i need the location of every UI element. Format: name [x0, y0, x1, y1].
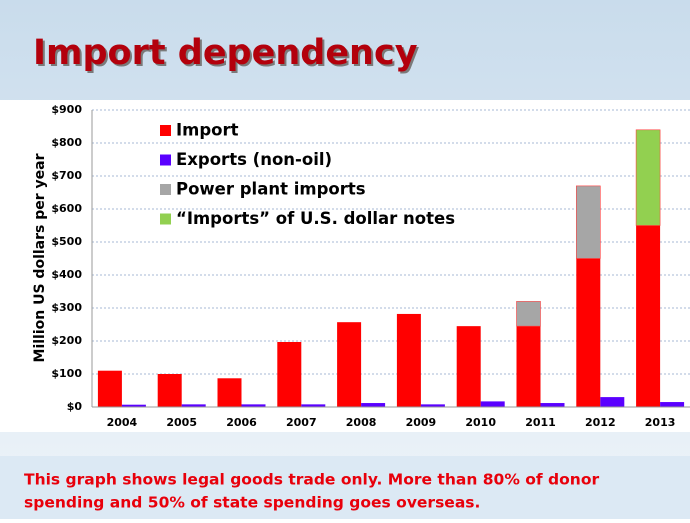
- note-area: [0, 456, 690, 519]
- bar: [516, 301, 541, 327]
- x-tick-label: 2009: [406, 416, 437, 429]
- x-tick-label: 2007: [286, 416, 317, 429]
- bar: [540, 403, 565, 407]
- x-tick-label: 2012: [585, 416, 616, 429]
- legend-label: “Imports” of U.S. dollar notes: [176, 209, 455, 228]
- x-tick-label: 2013: [645, 416, 676, 429]
- chart-title: Import dependency: [33, 33, 418, 73]
- y-tick-label: $700: [51, 169, 82, 182]
- bar: [337, 322, 362, 407]
- y-tick-label: $900: [51, 103, 82, 116]
- bar: [157, 374, 182, 407]
- note-line: spending and 50% of state spending goes …: [24, 494, 480, 512]
- y-tick-label: $0: [67, 400, 83, 413]
- bar: [396, 313, 421, 407]
- x-tick-label: 2006: [226, 416, 257, 429]
- title-shadow: Import dependency: [35, 35, 420, 75]
- y-tick-label: $400: [51, 268, 82, 281]
- bar: [301, 404, 326, 407]
- bar: [660, 402, 685, 407]
- bar: [600, 397, 625, 407]
- x-tick-label: 2011: [525, 416, 556, 429]
- x-tick-label: 2010: [465, 416, 496, 429]
- bar: [576, 258, 601, 407]
- legend-swatch: [160, 154, 171, 166]
- legend-label: Import: [176, 121, 239, 140]
- y-tick-label: $100: [51, 367, 82, 380]
- bar: [516, 326, 541, 407]
- legend-label: Exports (non-oil): [176, 150, 332, 169]
- bar: [121, 404, 146, 407]
- x-tick-label: 2004: [107, 416, 138, 429]
- legend-swatch: [160, 213, 171, 225]
- bar: [277, 341, 302, 407]
- bar: [241, 404, 266, 407]
- bar: [636, 225, 661, 407]
- y-tick-label: $200: [51, 334, 82, 347]
- legend-label: Power plant imports: [176, 180, 366, 199]
- y-axis-label: Million US dollars per year: [32, 153, 48, 362]
- x-tick-label: 2008: [346, 416, 377, 429]
- y-tick-label: $800: [51, 136, 82, 149]
- legend-swatch: [160, 184, 171, 195]
- bar: [217, 378, 242, 407]
- bar: [456, 326, 481, 407]
- bar: [361, 403, 386, 407]
- y-tick-label: $300: [51, 301, 82, 314]
- bar: [181, 404, 206, 407]
- bar: [480, 401, 505, 407]
- y-tick-label: $600: [51, 202, 82, 215]
- bar: [420, 404, 445, 407]
- bar: [575, 185, 601, 259]
- legend-swatch: [160, 125, 171, 136]
- y-tick-label: $500: [51, 235, 82, 248]
- x-tick-label: 2005: [166, 416, 197, 429]
- bar: [97, 370, 122, 407]
- bar: [635, 129, 661, 226]
- note-line: This graph shows legal goods trade only.…: [24, 471, 599, 489]
